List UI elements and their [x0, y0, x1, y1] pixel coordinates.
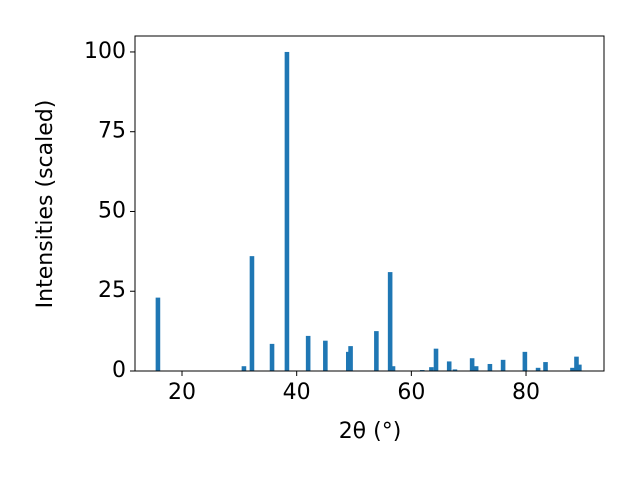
bar: [249, 256, 255, 371]
bar: [269, 343, 275, 371]
bar: [390, 366, 396, 371]
bar: [284, 51, 290, 371]
bar: [577, 364, 582, 371]
bar: [570, 367, 575, 371]
bar: [241, 366, 247, 371]
bar: [487, 363, 493, 371]
y-axis-label: Intensities (scaled): [33, 100, 58, 309]
x-tick-label: 40: [283, 380, 311, 405]
plot-frame: [134, 35, 605, 372]
bar: [469, 358, 475, 371]
bar: [433, 348, 439, 371]
bar: [348, 346, 353, 371]
bar: [452, 369, 458, 371]
x-tick-label: 60: [397, 380, 425, 405]
bar: [387, 272, 393, 371]
x-tick-label: 80: [512, 380, 540, 405]
bar: [535, 367, 541, 371]
y-tick-label: 100: [84, 39, 126, 64]
bar: [305, 335, 311, 371]
bar: [522, 351, 528, 371]
y-tick-label: 0: [112, 358, 126, 383]
bar: [574, 356, 579, 371]
bar: [155, 297, 161, 371]
bar: [429, 367, 434, 371]
x-tick-label: 20: [168, 380, 196, 405]
bar: [543, 362, 548, 371]
bar: [323, 340, 328, 371]
y-tick-label: 75: [98, 119, 126, 144]
bar: [473, 366, 479, 371]
bar: [446, 361, 452, 371]
y-tick-label: 25: [98, 278, 126, 303]
bar: [500, 359, 506, 371]
bar: [374, 331, 379, 371]
y-tick-label: 50: [98, 198, 126, 223]
x-axis-label: 2θ (°): [339, 419, 402, 444]
